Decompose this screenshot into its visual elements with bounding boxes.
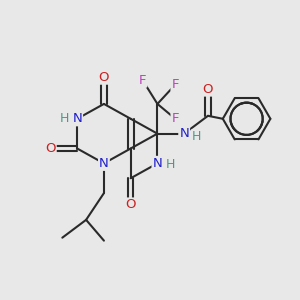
- Text: O: O: [203, 82, 213, 96]
- Text: O: O: [125, 199, 136, 212]
- Text: F: F: [139, 74, 146, 87]
- Text: H: H: [166, 158, 176, 171]
- Text: O: O: [45, 142, 56, 155]
- Text: O: O: [99, 71, 109, 84]
- Text: F: F: [172, 112, 179, 125]
- Text: H: H: [60, 112, 69, 125]
- Text: N: N: [153, 157, 162, 170]
- Text: H: H: [192, 130, 201, 142]
- Text: N: N: [179, 127, 189, 140]
- Text: N: N: [99, 157, 109, 170]
- Text: N: N: [72, 112, 82, 125]
- Text: F: F: [172, 78, 179, 91]
